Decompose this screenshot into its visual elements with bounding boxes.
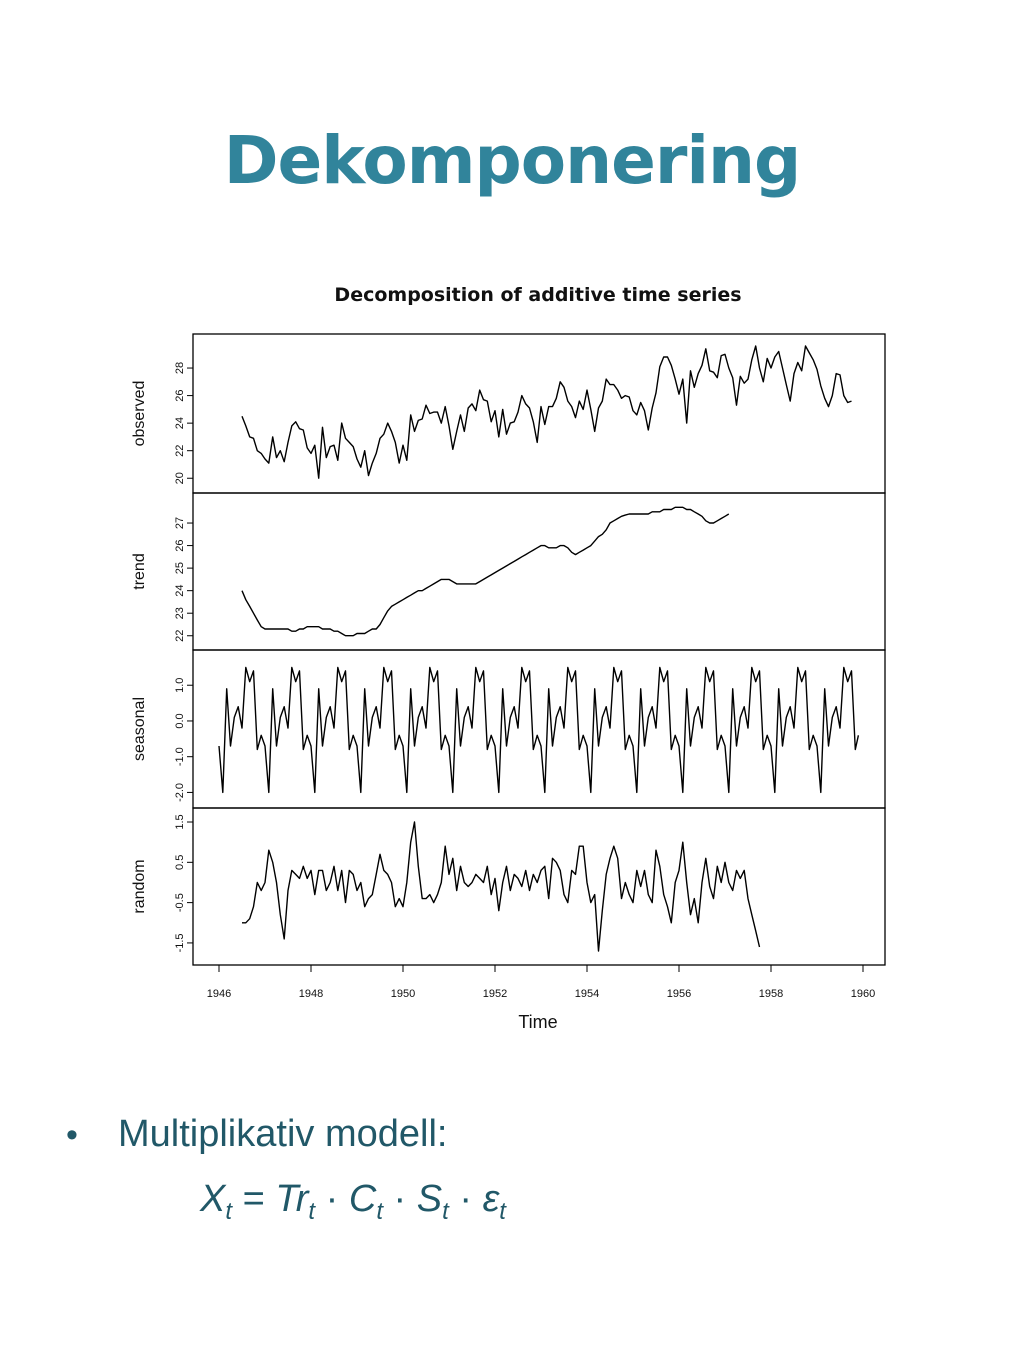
panel-frame <box>192 333 886 494</box>
y-tick-label: 26 <box>174 389 186 401</box>
bullet-item: • Multiplikativ modell: <box>66 1113 447 1156</box>
panel-frame <box>192 492 886 651</box>
series-line-observed <box>241 345 852 479</box>
panel-label-trend: trend <box>131 553 148 589</box>
x-tick-label: 1948 <box>299 988 323 1000</box>
x-tick-label: 1960 <box>851 988 875 1000</box>
y-tick-label: 0.5 <box>174 855 186 870</box>
y-tick-label: 22 <box>174 445 186 457</box>
x-tick-label: 1952 <box>483 988 507 1000</box>
panel-observed: 20 22 24 26 28 observed <box>131 333 886 494</box>
y-tick-label: 25 <box>174 562 186 574</box>
slide-title: Dekomponering <box>223 122 802 199</box>
y-tick-label: 22 <box>174 630 186 642</box>
panel-seasonal: -2.0 -1.0 0.0 1.0 seasonal <box>131 649 886 809</box>
bullet-dot-icon: • <box>66 1116 78 1154</box>
y-tick-label: 28 <box>174 362 186 374</box>
x-tick-label: 1954 <box>575 988 599 1000</box>
x-axis: 1946 1948 1950 1952 1954 1956 1958 1960 <box>207 964 875 1000</box>
y-tick-label: 1.0 <box>174 678 186 693</box>
x-tick-label: 1958 <box>759 988 783 1000</box>
y-tick-label: 24 <box>174 585 186 597</box>
y-tick-label: 26 <box>174 539 186 551</box>
y-tick-label: -1.5 <box>174 933 186 952</box>
x-axis-label: Time <box>518 1012 557 1032</box>
y-tick-label: -2.0 <box>174 783 186 802</box>
panel-label-observed: observed <box>131 381 148 447</box>
panel-random: -1.5 -0.5 0.5 1.5 random <box>131 807 886 966</box>
panel-frame <box>192 807 886 966</box>
x-tick-label: 1950 <box>391 988 415 1000</box>
panel-label-seasonal: seasonal <box>131 697 148 761</box>
y-tick-label: 20 <box>174 472 186 484</box>
y-tick-label: 23 <box>174 607 186 619</box>
panel-label-random: random <box>131 859 148 913</box>
series-line-seasonal <box>218 666 860 794</box>
x-tick-label: 1956 <box>667 988 691 1000</box>
y-tick-label: -0.5 <box>174 893 186 912</box>
y-tick-label: 24 <box>174 417 186 429</box>
y-tick-label: 1.5 <box>174 814 186 829</box>
y-tick-label: -1.0 <box>174 747 186 766</box>
panel-trend: 22 23 24 25 26 27 trend <box>131 492 886 651</box>
multiplicative-formula: Xt = Trt · Ct · St · εt <box>200 1178 506 1225</box>
series-line-trend <box>241 506 730 637</box>
y-tick-label: 0.0 <box>174 713 186 728</box>
x-tick-label: 1946 <box>207 988 231 1000</box>
y-tick-label: 27 <box>174 517 186 529</box>
series-line-random <box>242 821 761 952</box>
bullet-text: Multiplikativ modell: <box>118 1113 448 1155</box>
decomposition-chart: Decomposition of additive time series 20… <box>131 284 886 1032</box>
chart-title: Decomposition of additive time series <box>334 284 741 306</box>
